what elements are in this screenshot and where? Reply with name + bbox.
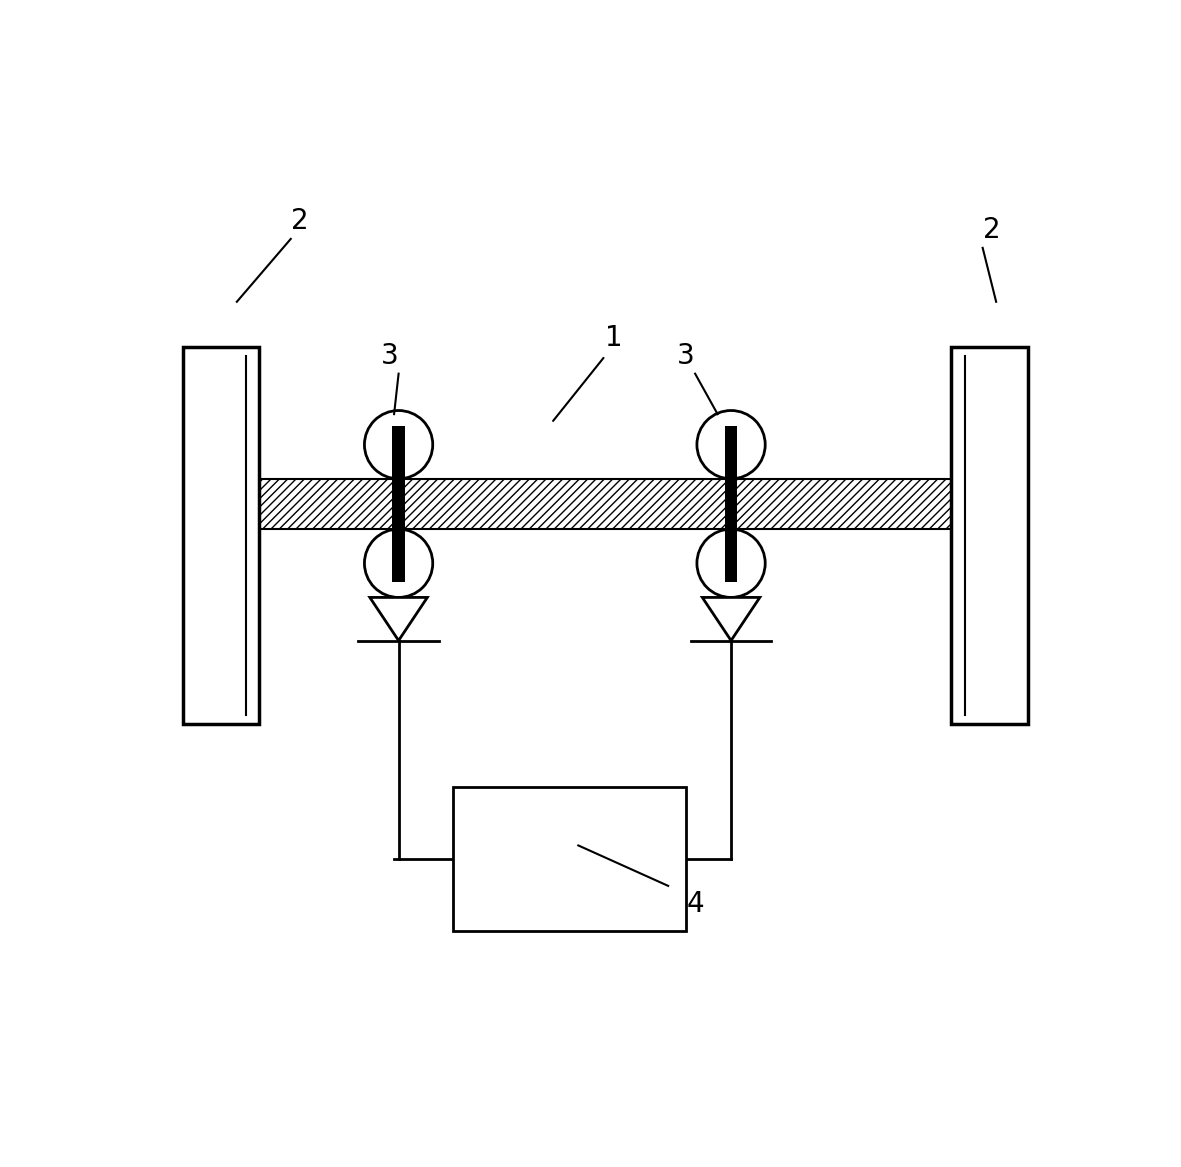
Circle shape bbox=[365, 529, 432, 598]
Polygon shape bbox=[370, 598, 428, 641]
Bar bbox=[452, 787, 686, 931]
Text: 2: 2 bbox=[983, 216, 1000, 244]
Text: 3: 3 bbox=[677, 342, 694, 370]
Circle shape bbox=[365, 411, 432, 478]
Text: 3: 3 bbox=[380, 342, 398, 370]
Circle shape bbox=[697, 529, 765, 598]
Text: 4: 4 bbox=[686, 890, 704, 917]
Text: 2: 2 bbox=[291, 207, 308, 235]
Bar bbox=[392, 426, 405, 582]
Bar bbox=[725, 426, 737, 582]
Bar bbox=[228, 478, 983, 529]
Polygon shape bbox=[703, 598, 759, 641]
Circle shape bbox=[697, 411, 765, 478]
Text: 1: 1 bbox=[606, 323, 624, 351]
Bar bbox=[183, 347, 260, 724]
Bar bbox=[951, 347, 1027, 724]
